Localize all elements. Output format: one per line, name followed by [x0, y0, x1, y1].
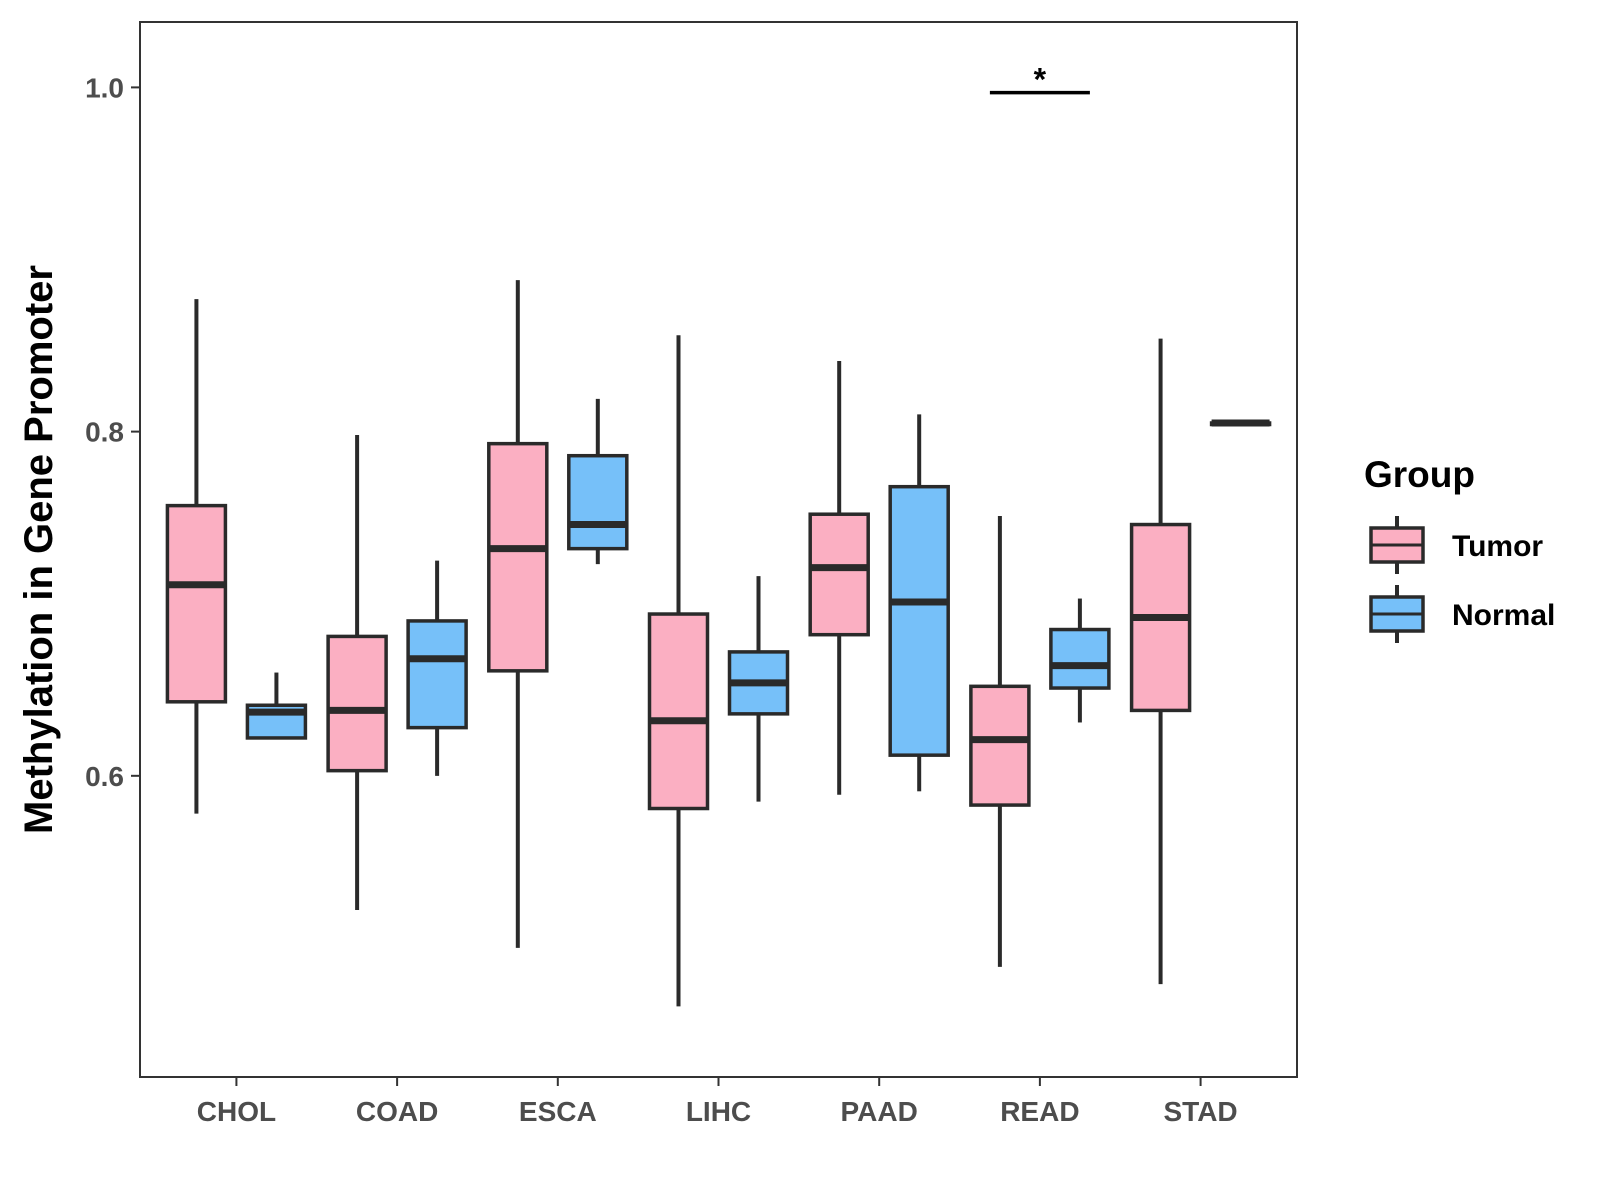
- x-tick-label: STAD: [1164, 1096, 1238, 1127]
- x-tick-label: CHOL: [197, 1096, 276, 1127]
- y-axis-title: Methylation in Gene Promoter: [17, 265, 61, 834]
- box-tumor-lihc: [647, 335, 710, 1007]
- y-tick-label: 0.8: [85, 417, 124, 448]
- legend-item-normal: Normal: [1369, 585, 1555, 643]
- box-iqr: [888, 484, 950, 757]
- legend-item-tumor: Tumor: [1369, 516, 1543, 574]
- box-tumor-coad: [326, 435, 388, 911]
- x-tick-label: LIHC: [686, 1096, 751, 1127]
- x-tick-labels: CHOL COAD ESCA LIHC PAAD READ STAD: [197, 1096, 1238, 1127]
- box-normal-chol: [245, 672, 308, 740]
- box-normal-coad: [406, 560, 468, 776]
- box-iqr: [567, 453, 629, 551]
- box-tumor-stad: [1129, 338, 1192, 985]
- box-normal-lihc: [727, 576, 790, 802]
- significance-label: *: [1034, 62, 1047, 98]
- box-iqr: [487, 441, 549, 673]
- x-tick-label: PAAD: [841, 1096, 918, 1127]
- box-normal-esca: [567, 398, 629, 565]
- box-iqr: [808, 512, 870, 637]
- box-tumor-paad: [808, 361, 870, 795]
- box-tumor-read: [969, 515, 1031, 967]
- box-normal-read: [1049, 598, 1111, 723]
- box-iqr: [165, 503, 228, 704]
- box-tumor-chol: [165, 299, 228, 814]
- legend: Group Tumor Normal: [1364, 454, 1555, 643]
- axis-ticks: [131, 86, 1202, 1086]
- box-iqr: [1049, 627, 1111, 690]
- legend-label: Tumor: [1452, 530, 1543, 563]
- legend-title: Group: [1364, 454, 1475, 495]
- x-tick-label: COAD: [356, 1096, 438, 1127]
- x-tick-label: READ: [1000, 1096, 1079, 1127]
- box-iqr: [406, 619, 468, 730]
- box-iqr: [326, 634, 388, 773]
- plot-frame: [139, 21, 1298, 1078]
- y-tick-labels: 0.6 0.8 1.0: [85, 72, 124, 791]
- box-normal-stad: [1209, 419, 1272, 427]
- significance-annotations: *: [989, 62, 1090, 98]
- box-normal-paad: [888, 414, 950, 792]
- x-tick-label: ESCA: [519, 1096, 597, 1127]
- box-iqr: [969, 684, 1031, 807]
- plot-background: [140, 22, 1297, 1077]
- y-tick-label: 0.6: [85, 761, 124, 792]
- y-tick-label: 1.0: [85, 72, 124, 103]
- box-tumor-esca: [487, 280, 549, 948]
- box-iqr: [647, 612, 710, 811]
- legend-label: Normal: [1452, 599, 1555, 632]
- box-series: [165, 280, 1272, 1007]
